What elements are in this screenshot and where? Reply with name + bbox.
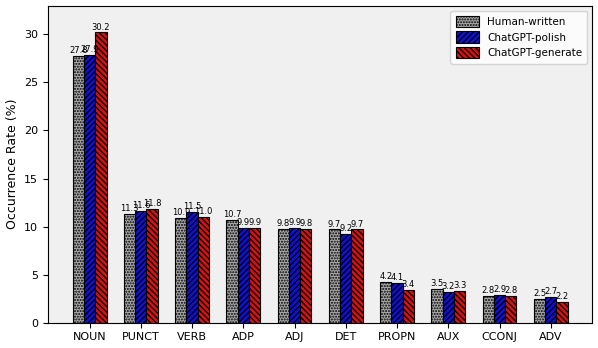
Bar (124, 214, 135, 323)
Bar (340, 234, 352, 323)
Bar (187, 212, 198, 323)
Bar (95, 32, 106, 323)
Text: 9.7: 9.7 (328, 220, 341, 229)
Text: 11.6: 11.6 (132, 201, 150, 210)
Bar (392, 283, 402, 323)
Text: 9.9: 9.9 (248, 218, 261, 227)
Text: 9.8: 9.8 (299, 219, 313, 228)
Bar (483, 296, 494, 323)
Text: 27.9: 27.9 (80, 45, 99, 54)
Text: 3.2: 3.2 (442, 282, 455, 291)
Bar (505, 296, 517, 323)
Text: 4.1: 4.1 (390, 274, 404, 282)
Text: 3.4: 3.4 (402, 280, 415, 289)
Text: 9.9: 9.9 (237, 218, 250, 227)
Text: 4.2: 4.2 (379, 272, 392, 282)
Text: 27.8: 27.8 (69, 46, 88, 55)
Bar (277, 229, 289, 323)
Bar (545, 297, 556, 323)
Bar (443, 292, 454, 323)
Bar (289, 228, 300, 323)
Legend: Human-written, ChatGPT-polish, ChatGPT-generate: Human-written, ChatGPT-polish, ChatGPT-g… (450, 11, 587, 64)
Bar (237, 228, 249, 323)
Bar (73, 56, 84, 323)
Bar (494, 295, 505, 323)
Text: 3.3: 3.3 (453, 281, 466, 290)
Text: 10.9: 10.9 (172, 208, 190, 217)
Text: 10.7: 10.7 (223, 210, 242, 219)
Bar (534, 299, 545, 323)
Bar (175, 218, 187, 323)
Text: 9.9: 9.9 (288, 218, 301, 227)
Bar (431, 289, 443, 323)
Text: 11.5: 11.5 (183, 202, 202, 211)
Bar (454, 291, 465, 323)
Bar (227, 220, 237, 323)
Bar (380, 282, 392, 323)
Text: 11.0: 11.0 (194, 207, 212, 216)
Bar (300, 229, 312, 323)
Text: 2.8: 2.8 (504, 286, 517, 295)
Text: 11.3: 11.3 (120, 204, 139, 213)
Y-axis label: Occurrence Rate (%): Occurrence Rate (%) (5, 99, 19, 229)
Bar (147, 209, 158, 323)
Text: 2.7: 2.7 (544, 287, 557, 296)
Bar (402, 290, 414, 323)
Bar (556, 302, 568, 323)
Bar (329, 229, 340, 323)
Bar (352, 229, 363, 323)
Text: 2.8: 2.8 (481, 286, 495, 295)
Text: 3.5: 3.5 (431, 279, 444, 288)
Bar (84, 55, 95, 323)
Text: 9.2: 9.2 (339, 224, 352, 234)
Text: 2.9: 2.9 (493, 285, 506, 294)
Text: 9.8: 9.8 (277, 219, 290, 228)
Bar (249, 228, 260, 323)
Bar (198, 217, 209, 323)
Text: 2.2: 2.2 (556, 292, 569, 301)
Text: 9.7: 9.7 (350, 220, 364, 229)
Text: 11.8: 11.8 (143, 199, 161, 208)
Text: 2.5: 2.5 (533, 289, 546, 298)
Text: 30.2: 30.2 (91, 23, 110, 32)
Bar (135, 211, 147, 323)
